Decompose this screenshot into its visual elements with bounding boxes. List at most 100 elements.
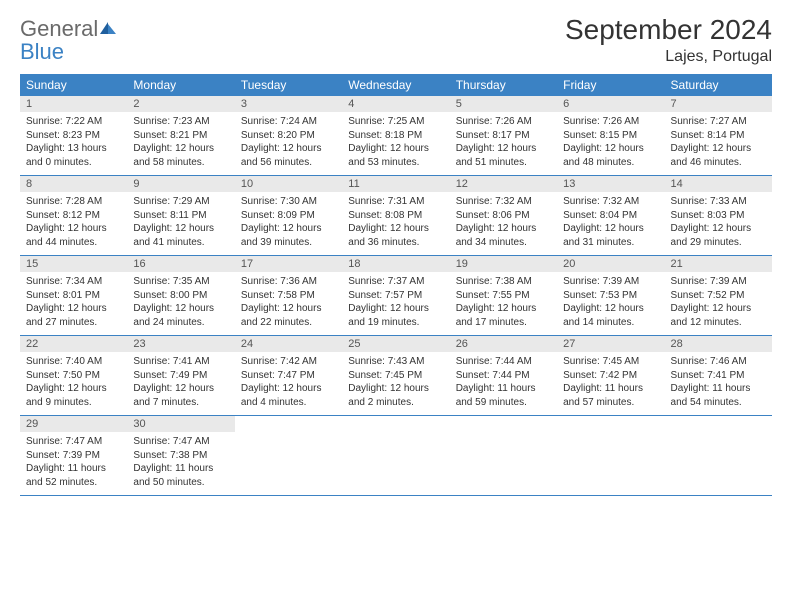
day-number: 2 — [127, 96, 234, 112]
sunset-text: Sunset: 7:45 PM — [348, 369, 443, 383]
daylight-text: Daylight: 12 hours and 39 minutes. — [241, 222, 336, 249]
sunset-text: Sunset: 7:39 PM — [26, 449, 121, 463]
daylight-text: Daylight: 12 hours and 14 minutes. — [563, 302, 658, 329]
weekday-header: Saturday — [665, 74, 772, 96]
day-number: 23 — [127, 336, 234, 352]
daylight-text: Daylight: 12 hours and 19 minutes. — [348, 302, 443, 329]
day-cell — [665, 416, 772, 496]
sunset-text: Sunset: 7:41 PM — [671, 369, 766, 383]
day-cell: 21Sunrise: 7:39 AMSunset: 7:52 PMDayligh… — [665, 256, 772, 336]
weekday-header-row: Sunday Monday Tuesday Wednesday Thursday… — [20, 74, 772, 96]
sunset-text: Sunset: 7:42 PM — [563, 369, 658, 383]
sunrise-text: Sunrise: 7:33 AM — [671, 195, 766, 209]
day-details: Sunrise: 7:37 AMSunset: 7:57 PMDaylight:… — [342, 272, 449, 335]
week-row: 1Sunrise: 7:22 AMSunset: 8:23 PMDaylight… — [20, 96, 772, 176]
day-cell: 10Sunrise: 7:30 AMSunset: 8:09 PMDayligh… — [235, 176, 342, 256]
day-number: 7 — [665, 96, 772, 112]
day-number: 5 — [450, 96, 557, 112]
sunset-text: Sunset: 8:03 PM — [671, 209, 766, 223]
sunset-text: Sunset: 8:11 PM — [133, 209, 228, 223]
sunrise-text: Sunrise: 7:26 AM — [563, 115, 658, 129]
sunrise-text: Sunrise: 7:47 AM — [26, 435, 121, 449]
daylight-text: Daylight: 12 hours and 31 minutes. — [563, 222, 658, 249]
daylight-text: Daylight: 12 hours and 2 minutes. — [348, 382, 443, 409]
day-details: Sunrise: 7:24 AMSunset: 8:20 PMDaylight:… — [235, 112, 342, 175]
sunrise-text: Sunrise: 7:41 AM — [133, 355, 228, 369]
day-cell: 11Sunrise: 7:31 AMSunset: 8:08 PMDayligh… — [342, 176, 449, 256]
daylight-text: Daylight: 12 hours and 34 minutes. — [456, 222, 551, 249]
day-number: 10 — [235, 176, 342, 192]
sunset-text: Sunset: 7:55 PM — [456, 289, 551, 303]
weekday-header: Friday — [557, 74, 664, 96]
sunrise-text: Sunrise: 7:26 AM — [456, 115, 551, 129]
daylight-text: Daylight: 11 hours and 52 minutes. — [26, 462, 121, 489]
location-label: Lajes, Portugal — [565, 48, 772, 66]
logo-text-blue: Blue — [20, 39, 64, 64]
sunrise-text: Sunrise: 7:47 AM — [133, 435, 228, 449]
sunset-text: Sunset: 8:21 PM — [133, 129, 228, 143]
weekday-header: Tuesday — [235, 74, 342, 96]
day-cell: 5Sunrise: 7:26 AMSunset: 8:17 PMDaylight… — [450, 96, 557, 176]
sunrise-text: Sunrise: 7:23 AM — [133, 115, 228, 129]
day-cell: 13Sunrise: 7:32 AMSunset: 8:04 PMDayligh… — [557, 176, 664, 256]
day-number: 8 — [20, 176, 127, 192]
day-cell: 14Sunrise: 7:33 AMSunset: 8:03 PMDayligh… — [665, 176, 772, 256]
sunrise-text: Sunrise: 7:45 AM — [563, 355, 658, 369]
sunset-text: Sunset: 8:23 PM — [26, 129, 121, 143]
day-details: Sunrise: 7:29 AMSunset: 8:11 PMDaylight:… — [127, 192, 234, 255]
sunset-text: Sunset: 7:52 PM — [671, 289, 766, 303]
day-cell: 8Sunrise: 7:28 AMSunset: 8:12 PMDaylight… — [20, 176, 127, 256]
day-details: Sunrise: 7:47 AMSunset: 7:38 PMDaylight:… — [127, 432, 234, 495]
daylight-text: Daylight: 12 hours and 48 minutes. — [563, 142, 658, 169]
day-number: 25 — [342, 336, 449, 352]
daylight-text: Daylight: 11 hours and 57 minutes. — [563, 382, 658, 409]
day-details: Sunrise: 7:31 AMSunset: 8:08 PMDaylight:… — [342, 192, 449, 255]
week-row: 15Sunrise: 7:34 AMSunset: 8:01 PMDayligh… — [20, 256, 772, 336]
day-cell: 24Sunrise: 7:42 AMSunset: 7:47 PMDayligh… — [235, 336, 342, 416]
sunrise-text: Sunrise: 7:34 AM — [26, 275, 121, 289]
day-number: 16 — [127, 256, 234, 272]
daylight-text: Daylight: 12 hours and 56 minutes. — [241, 142, 336, 169]
day-cell: 6Sunrise: 7:26 AMSunset: 8:15 PMDaylight… — [557, 96, 664, 176]
day-number: 4 — [342, 96, 449, 112]
month-title: September 2024 — [565, 14, 772, 46]
sunrise-text: Sunrise: 7:27 AM — [671, 115, 766, 129]
daylight-text: Daylight: 12 hours and 44 minutes. — [26, 222, 121, 249]
day-details: Sunrise: 7:45 AMSunset: 7:42 PMDaylight:… — [557, 352, 664, 415]
daylight-text: Daylight: 12 hours and 12 minutes. — [671, 302, 766, 329]
day-number: 12 — [450, 176, 557, 192]
sunrise-text: Sunrise: 7:29 AM — [133, 195, 228, 209]
daylight-text: Daylight: 11 hours and 50 minutes. — [133, 462, 228, 489]
day-number: 17 — [235, 256, 342, 272]
sunrise-text: Sunrise: 7:24 AM — [241, 115, 336, 129]
day-number: 18 — [342, 256, 449, 272]
day-cell: 26Sunrise: 7:44 AMSunset: 7:44 PMDayligh… — [450, 336, 557, 416]
day-number: 9 — [127, 176, 234, 192]
daylight-text: Daylight: 12 hours and 41 minutes. — [133, 222, 228, 249]
day-number: 28 — [665, 336, 772, 352]
sunrise-text: Sunrise: 7:35 AM — [133, 275, 228, 289]
sunset-text: Sunset: 7:44 PM — [456, 369, 551, 383]
sunrise-text: Sunrise: 7:38 AM — [456, 275, 551, 289]
day-number: 30 — [127, 416, 234, 432]
day-details: Sunrise: 7:32 AMSunset: 8:04 PMDaylight:… — [557, 192, 664, 255]
daylight-text: Daylight: 12 hours and 9 minutes. — [26, 382, 121, 409]
day-number: 27 — [557, 336, 664, 352]
sunrise-text: Sunrise: 7:39 AM — [563, 275, 658, 289]
calendar-table: Sunday Monday Tuesday Wednesday Thursday… — [20, 74, 772, 496]
daylight-text: Daylight: 12 hours and 24 minutes. — [133, 302, 228, 329]
sunrise-text: Sunrise: 7:22 AM — [26, 115, 121, 129]
day-cell — [557, 416, 664, 496]
sunset-text: Sunset: 8:08 PM — [348, 209, 443, 223]
sunset-text: Sunset: 8:20 PM — [241, 129, 336, 143]
sunset-text: Sunset: 7:49 PM — [133, 369, 228, 383]
sunrise-text: Sunrise: 7:42 AM — [241, 355, 336, 369]
day-details: Sunrise: 7:26 AMSunset: 8:17 PMDaylight:… — [450, 112, 557, 175]
sunset-text: Sunset: 7:47 PM — [241, 369, 336, 383]
day-cell: 22Sunrise: 7:40 AMSunset: 7:50 PMDayligh… — [20, 336, 127, 416]
day-details: Sunrise: 7:34 AMSunset: 8:01 PMDaylight:… — [20, 272, 127, 335]
sunset-text: Sunset: 8:12 PM — [26, 209, 121, 223]
daylight-text: Daylight: 12 hours and 36 minutes. — [348, 222, 443, 249]
sunrise-text: Sunrise: 7:25 AM — [348, 115, 443, 129]
day-number: 15 — [20, 256, 127, 272]
